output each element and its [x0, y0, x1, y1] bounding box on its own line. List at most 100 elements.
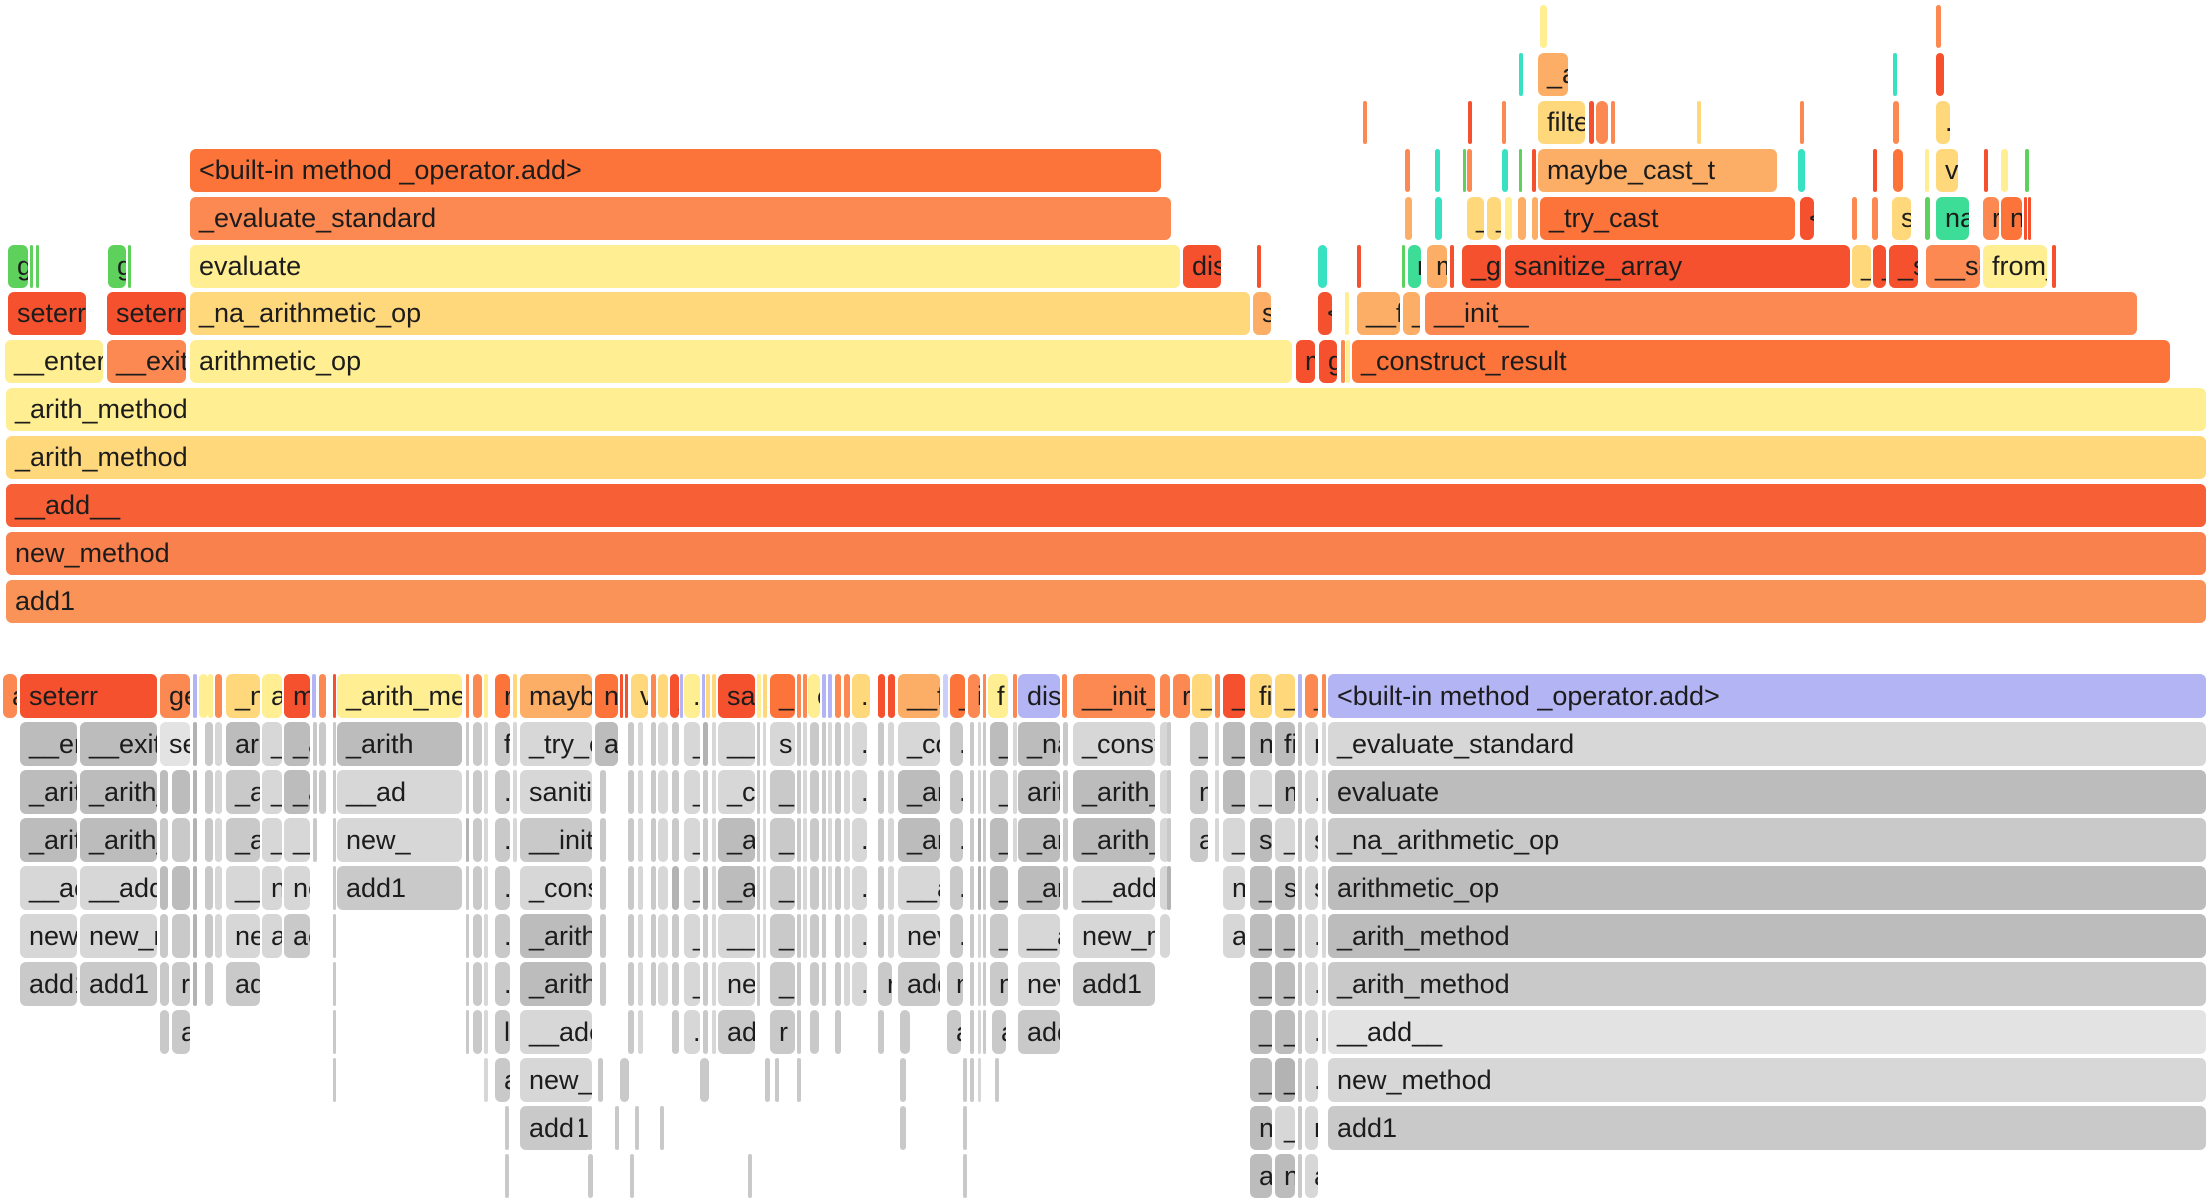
- frame-a[interactable]: a: [262, 674, 282, 718]
- frame-sliver[interactable]: [651, 866, 656, 910]
- frame-sliver[interactable]: [473, 962, 482, 1006]
- frame-sliver[interactable]: [1063, 770, 1068, 814]
- frame-sliver[interactable]: [1893, 53, 1897, 96]
- frame-_n[interactable]: _n: [226, 674, 260, 718]
- frame-sliver[interactable]: [193, 674, 197, 718]
- frame-a[interactable]: a: [172, 1010, 190, 1054]
- frame-sliver[interactable]: [598, 1058, 603, 1102]
- frame-sliver[interactable]: [1589, 101, 1594, 144]
- frame-__[interactable]: __: [284, 818, 310, 862]
- frame-sliver[interactable]: [630, 1154, 634, 1198]
- frame-sliver[interactable]: [651, 818, 656, 862]
- frame-sliver[interactable]: [312, 674, 316, 718]
- frame-sliver[interactable]: [1013, 722, 1017, 766]
- frame-sliver[interactable]: [844, 818, 850, 862]
- frame-sliver[interactable]: .: [658, 722, 668, 766]
- frame-add1[interactable]: add1: [1073, 962, 1155, 1006]
- frame-sliver[interactable]: [1160, 914, 1170, 958]
- frame-n[interactable]: n: [990, 962, 1008, 1006]
- frame-sliver[interactable]: [757, 866, 760, 910]
- frame-sliver[interactable]: [878, 1010, 884, 1054]
- frame-sliver[interactable]: [2001, 149, 2008, 192]
- frame-sliver[interactable]: [1013, 818, 1017, 862]
- frame-sliver[interactable]: [703, 1010, 708, 1054]
- frame-sliver[interactable]: .: [852, 866, 867, 910]
- frame-sliver[interactable]: [1322, 674, 1326, 718]
- frame-sliver[interactable]: [1435, 149, 1440, 192]
- frame-a[interactable]: a: [620, 1058, 629, 1102]
- frame-sliver[interactable]: [703, 866, 708, 910]
- frame-from_[interactable]: from_: [1983, 245, 2047, 288]
- frame-_[interactable]: _: [1275, 818, 1295, 862]
- frame-sliver[interactable]: [1341, 340, 1345, 383]
- frame-_[interactable]: _: [262, 818, 282, 862]
- frame-maybe_cast_t[interactable]: maybe_cast_t: [1538, 149, 1777, 192]
- frame-sliver[interactable]: [712, 770, 716, 814]
- frame-sliver[interactable]: [588, 1106, 592, 1150]
- frame-n[interactable]: n: [1250, 1106, 1272, 1150]
- frame-sliver[interactable]: [1936, 53, 1944, 96]
- frame-sliver[interactable]: [1298, 1154, 1302, 1198]
- frame-sliver[interactable]: [160, 770, 168, 814]
- frame-sliver[interactable]: [466, 962, 469, 1006]
- frame-_[interactable]: _: [770, 866, 795, 910]
- frame-_[interactable]: _: [1250, 1010, 1272, 1054]
- frame-r[interactable]: r: [878, 962, 892, 1006]
- frame-sliver[interactable]: [1852, 197, 1857, 240]
- frame-sliver[interactable]: [638, 818, 643, 862]
- frame-sliver[interactable]: [193, 770, 197, 814]
- frame-sliver[interactable]: [513, 770, 517, 814]
- frame-sliver[interactable]: [828, 674, 832, 718]
- frame-sliver[interactable]: [970, 770, 974, 814]
- frame-sliver[interactable]: [888, 818, 894, 862]
- frame-_[interactable]: _: [1275, 1010, 1295, 1054]
- frame-sliver[interactable]: .: [810, 770, 819, 814]
- frame-sliver[interactable]: [638, 866, 643, 910]
- frame-g[interactable]: g: [8, 245, 28, 288]
- frame-_[interactable]: _: [1250, 962, 1272, 1006]
- frame-sliver[interactable]: [757, 674, 761, 718]
- frame-sliver[interactable]: [600, 866, 606, 910]
- frame-sliver[interactable]: [193, 914, 197, 958]
- frame-sliver[interactable]: [1167, 818, 1171, 862]
- frame-_s[interactable]: _s: [1889, 245, 1918, 288]
- frame-sliver[interactable]: [1540, 5, 1547, 48]
- frame-sliver[interactable]: [172, 818, 190, 862]
- frame-_[interactable]: _: [684, 770, 700, 814]
- frame-_cons[interactable]: _cons: [520, 866, 592, 910]
- frame-sliver[interactable]: [1062, 674, 1067, 718]
- frame-sliver[interactable]: [505, 1154, 509, 1198]
- frame-n[interactable]: n: [1190, 770, 1208, 814]
- frame-sliver[interactable]: [1298, 866, 1302, 910]
- frame-sliver[interactable]: .: [950, 818, 963, 862]
- frame-_ar[interactable]: _ar: [898, 818, 940, 862]
- frame-sliver[interactable]: [651, 674, 656, 718]
- frame-m[interactable]: m: [1296, 340, 1315, 383]
- frame-sliver[interactable]: [1502, 149, 1508, 192]
- frame-_arit[interactable]: _arit: [20, 770, 77, 814]
- frame-sanitiz[interactable]: sanitiz: [520, 770, 592, 814]
- frame-sliver[interactable]: [763, 674, 767, 718]
- frame-sliver[interactable]: [1298, 722, 1302, 766]
- frame-sliver[interactable]: [1405, 197, 1412, 240]
- frame-sliver[interactable]: [160, 914, 168, 958]
- frame-sliver[interactable]: [803, 674, 807, 718]
- frame-_arith_[interactable]: _arith_: [80, 818, 157, 862]
- frame-sliver[interactable]: .: [684, 674, 700, 718]
- frame-sliver[interactable]: [30, 245, 33, 288]
- frame-_arith_method[interactable]: _arith_method: [1328, 914, 2206, 958]
- frame-_[interactable]: _: [1275, 1058, 1295, 1102]
- frame-sliver[interactable]: [215, 866, 222, 910]
- frame-n[interactable]: n: [1250, 722, 1272, 766]
- frame-_a[interactable]: _a: [718, 866, 755, 910]
- frame-se[interactable]: se: [160, 722, 190, 766]
- frame-sliver[interactable]: [172, 770, 190, 814]
- frame-sliver[interactable]: [333, 770, 336, 814]
- frame-sliver[interactable]: [1925, 197, 1930, 240]
- frame-sliver[interactable]: [628, 914, 634, 958]
- frame-e[interactable]: e: [808, 674, 820, 718]
- frame-sliver[interactable]: [484, 770, 488, 814]
- frame-sliver[interactable]: [1215, 818, 1219, 862]
- frame-sliver[interactable]: [160, 818, 168, 862]
- frame-_[interactable]: _: [262, 770, 282, 814]
